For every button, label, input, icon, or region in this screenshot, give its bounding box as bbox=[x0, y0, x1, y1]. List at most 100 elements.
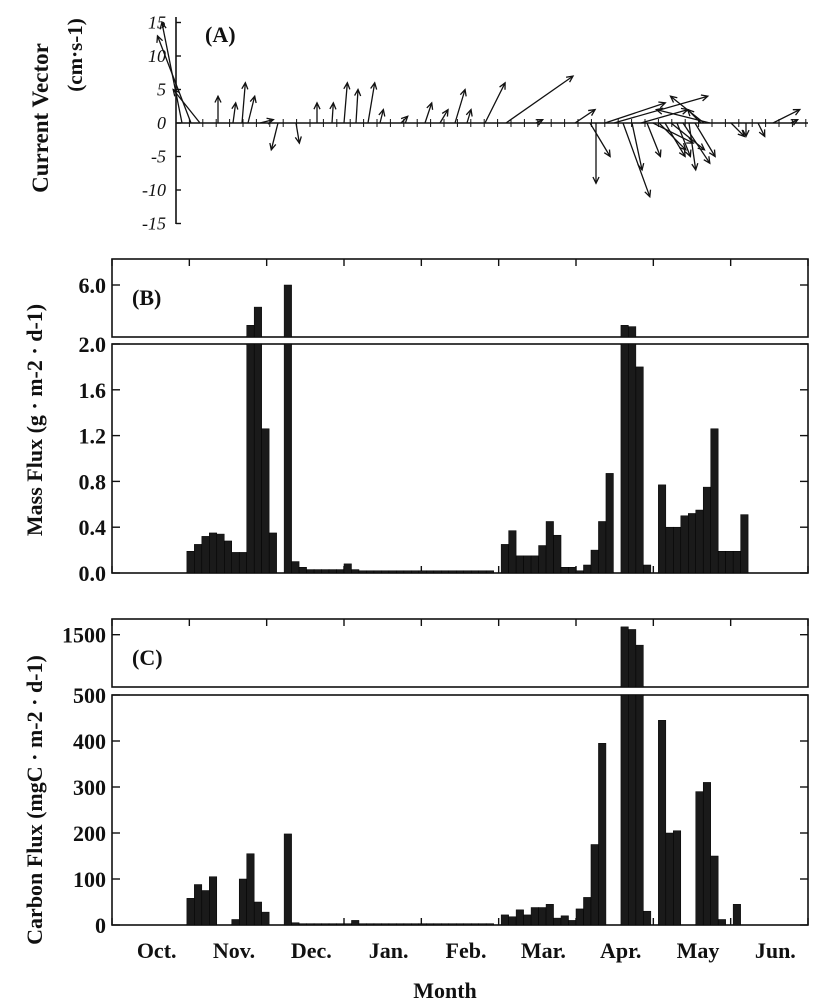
month-label: Nov. bbox=[213, 938, 255, 963]
flux-bar bbox=[358, 923, 367, 926]
current-vector-arrow bbox=[535, 118, 545, 126]
current-vector-arrow bbox=[676, 122, 692, 158]
y-tick-label: 500 bbox=[73, 683, 106, 708]
flux-bar bbox=[485, 570, 494, 574]
y-tick-label: 0.4 bbox=[79, 515, 107, 540]
flux-bar bbox=[658, 720, 667, 926]
flux-bar bbox=[545, 521, 554, 574]
flux-bar bbox=[673, 526, 682, 574]
y-tick-label: 1500 bbox=[62, 623, 106, 648]
y-tick-label: 6.0 bbox=[79, 273, 107, 298]
flux-bar bbox=[665, 832, 674, 926]
flux-bar bbox=[725, 550, 734, 574]
flux-bar-upper bbox=[253, 306, 262, 338]
panel-label-a: (A) bbox=[205, 22, 236, 47]
flux-bar bbox=[590, 844, 599, 926]
y-axis-label-a-line2: (cm·s-1) bbox=[63, 18, 87, 91]
y-axis-label-c: Carbon Flux (mgC · m-2 · d-1) bbox=[22, 655, 47, 945]
flux-bar bbox=[403, 923, 412, 926]
current-vector-arrow bbox=[214, 94, 222, 123]
flux-bar bbox=[695, 509, 704, 574]
y-axis-label-a-line1: Current Vector bbox=[28, 43, 53, 193]
flux-bar bbox=[261, 428, 270, 574]
flux-bar bbox=[186, 550, 195, 574]
current-vector-arrow bbox=[589, 122, 611, 158]
flux-bar bbox=[478, 570, 487, 574]
flux-bar bbox=[575, 908, 584, 926]
current-vector-arrow bbox=[329, 101, 337, 124]
flux-bar bbox=[253, 343, 262, 574]
flux-bar bbox=[253, 901, 262, 926]
flux-bar bbox=[575, 570, 584, 574]
flux-bar bbox=[717, 919, 726, 926]
y-tick-label: 1.2 bbox=[79, 424, 107, 449]
flux-bar bbox=[463, 570, 472, 574]
current-vector-arrow bbox=[241, 81, 249, 124]
flux-bar bbox=[598, 521, 607, 574]
y-tick-label-a: 15 bbox=[148, 13, 166, 33]
flux-bar bbox=[530, 907, 539, 926]
flux-bar bbox=[343, 563, 352, 574]
y-tick-label-a: 0 bbox=[157, 113, 166, 133]
flux-bar-upper bbox=[620, 325, 629, 338]
flux-bar bbox=[688, 513, 696, 574]
flux-bar bbox=[628, 694, 637, 926]
current-vector-arrow bbox=[652, 122, 695, 144]
flux-bar bbox=[530, 555, 539, 574]
flux-bar bbox=[628, 343, 637, 574]
flux-bar bbox=[740, 514, 749, 574]
current-vector-arrow bbox=[156, 34, 192, 124]
flux-bar bbox=[246, 343, 255, 574]
current-vector-arrow bbox=[313, 101, 321, 123]
flux-bar bbox=[710, 855, 719, 926]
flux-bar bbox=[500, 544, 509, 574]
flux-bar bbox=[568, 920, 577, 926]
flux-bar bbox=[583, 564, 592, 574]
flux-bar bbox=[515, 909, 524, 926]
current-vector-arrow bbox=[343, 81, 351, 124]
flux-bar bbox=[411, 570, 420, 574]
current-vector-arrow bbox=[646, 122, 662, 158]
current-vector-arrow bbox=[682, 122, 711, 165]
flux-bar bbox=[411, 923, 420, 926]
month-label: Jan. bbox=[369, 938, 409, 963]
flux-bar bbox=[388, 570, 397, 574]
y-tick-label-a: -5 bbox=[151, 147, 166, 167]
flux-bar bbox=[463, 923, 472, 926]
current-vector-arrow bbox=[757, 122, 766, 138]
flux-bar bbox=[515, 555, 524, 574]
current-vector-arrow bbox=[592, 123, 600, 185]
panel-b-mass-flux: (B) Mass Flux (g · m-2 · d-1) 2.0 1.6 1.2 0… bbox=[22, 258, 809, 586]
flux-bar bbox=[201, 890, 210, 926]
flux-bar bbox=[298, 923, 307, 926]
flux-bar bbox=[418, 570, 427, 574]
flux-bar bbox=[523, 914, 532, 926]
flux-bar bbox=[470, 923, 479, 926]
current-vector-arrow bbox=[604, 101, 667, 124]
flux-bar bbox=[328, 923, 337, 926]
flux-bar-upper bbox=[246, 325, 255, 338]
flux-bar bbox=[441, 570, 450, 574]
current-vector-arrow bbox=[772, 108, 802, 124]
current-vector-arrow bbox=[670, 122, 706, 151]
panel-c-carbon-flux: (C) Carbon Flux (mgC · m-2 · d-1) 500 400… bbox=[22, 618, 809, 945]
panel-a-current-vector: (A) Current Vector (cm·s-1) 15 10 5 0 -5 -10 -… bbox=[28, 13, 808, 234]
flux-bar bbox=[590, 549, 599, 574]
current-vector-arrow bbox=[259, 117, 275, 125]
flux-bar bbox=[478, 923, 487, 926]
flux-bar bbox=[485, 923, 494, 926]
panel-label-c: (C) bbox=[132, 645, 163, 670]
month-label: Mar. bbox=[521, 938, 566, 963]
flux-bar bbox=[441, 923, 450, 926]
flux-bar bbox=[283, 343, 292, 574]
x-axis-title: Month bbox=[413, 978, 477, 1003]
flux-bar bbox=[448, 570, 457, 574]
y-tick-label-a: 10 bbox=[148, 46, 166, 66]
current-vector-arrow bbox=[367, 81, 378, 124]
y-tick-label: 400 bbox=[73, 729, 106, 754]
flux-bar bbox=[186, 898, 195, 926]
y-tick-label: 300 bbox=[73, 775, 106, 800]
flux-bar bbox=[658, 484, 667, 574]
flux-bar bbox=[388, 923, 397, 926]
flux-bar bbox=[545, 904, 554, 926]
